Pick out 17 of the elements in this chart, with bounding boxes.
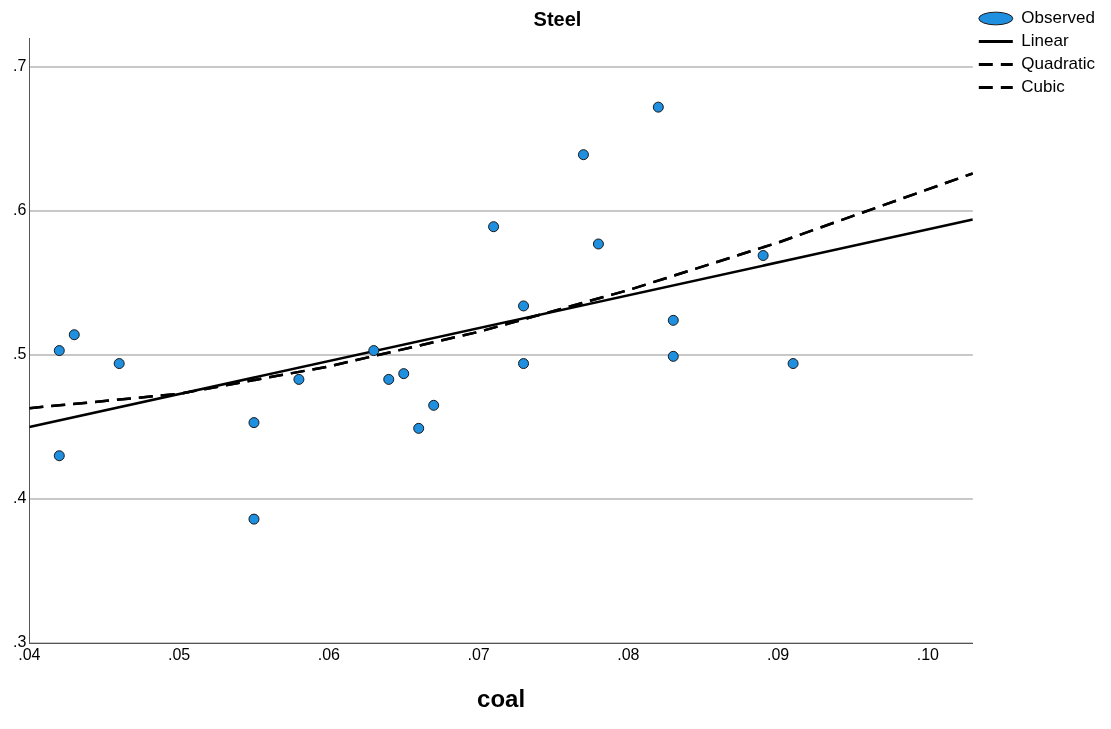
legend-label: Cubic xyxy=(1021,77,1066,97)
x-tick-label: .08 xyxy=(617,646,640,664)
y-tick-label: .6 xyxy=(13,201,27,219)
x-axis-title: coal xyxy=(477,685,526,713)
legend-label: Linear xyxy=(1021,31,1069,51)
x-tick-label: .07 xyxy=(467,646,490,664)
chart-title: Steel xyxy=(533,7,582,30)
x-tick-label: .10 xyxy=(916,646,940,664)
x-tick-label: .05 xyxy=(167,646,191,664)
legend-label: Quadratic xyxy=(1021,54,1096,74)
y-tick-label: .7 xyxy=(13,57,27,75)
x-tick-label: .09 xyxy=(766,646,790,664)
legend-label: Observed xyxy=(1021,8,1095,28)
y-tick-label: .4 xyxy=(13,489,27,507)
x-tick-label: .06 xyxy=(317,646,341,664)
x-tick-label: .04 xyxy=(18,646,41,664)
y-tick-label: .5 xyxy=(13,345,27,363)
